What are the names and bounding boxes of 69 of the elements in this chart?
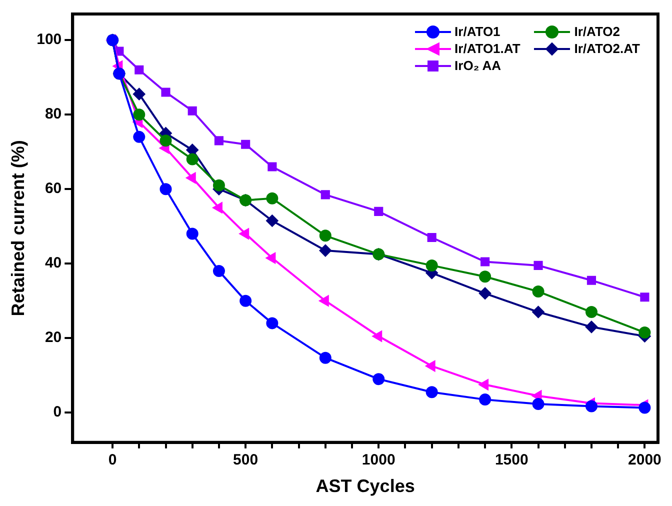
y-axis-title: Retained current (%) <box>8 140 28 316</box>
point <box>532 306 544 318</box>
legend-label: IrO₂ AA <box>454 58 501 73</box>
y-tick-label: 100 <box>36 31 62 48</box>
point <box>186 228 198 240</box>
point <box>134 65 144 74</box>
point <box>638 402 651 414</box>
point <box>374 206 384 216</box>
point <box>268 162 277 172</box>
x-tick-label: 1500 <box>494 452 528 469</box>
point <box>214 136 224 146</box>
point <box>186 172 196 184</box>
x-axis-title: AST Cycles <box>316 476 415 496</box>
point <box>212 202 222 214</box>
point <box>133 108 146 121</box>
point <box>532 286 544 298</box>
point <box>426 259 438 272</box>
point <box>585 400 598 412</box>
point <box>212 265 225 278</box>
x-tick-label: 500 <box>233 452 258 469</box>
y-tick-label: 0 <box>53 404 62 421</box>
point <box>427 232 436 242</box>
legend-label: Ir/ATO2 <box>574 24 620 39</box>
point <box>479 379 489 390</box>
point <box>640 292 650 302</box>
point <box>240 294 252 307</box>
point <box>479 287 492 300</box>
x-tick-label: 0 <box>108 452 117 469</box>
point <box>240 228 250 240</box>
y-tick-label: 60 <box>44 180 62 198</box>
legend-label: Ir/ATO1.AT <box>454 41 520 56</box>
point <box>266 252 276 264</box>
x-tick-label: 1000 <box>362 452 396 469</box>
point <box>266 317 278 330</box>
point <box>479 270 492 283</box>
point <box>266 192 278 204</box>
point <box>585 320 598 333</box>
point <box>266 214 278 227</box>
legend-label: Ir/ATO2.AT <box>574 41 640 56</box>
point <box>160 134 172 147</box>
point <box>133 130 146 143</box>
point <box>133 88 146 100</box>
y-tick-label: 40 <box>44 254 62 272</box>
point <box>319 296 329 306</box>
point <box>319 352 332 364</box>
point <box>585 306 598 318</box>
point <box>532 398 544 410</box>
legend-label: Ir/ATO1 <box>454 24 500 39</box>
point <box>534 260 543 270</box>
point <box>638 326 651 339</box>
point <box>372 330 382 342</box>
x-tick-label: 2000 <box>628 452 662 469</box>
point <box>160 183 172 196</box>
point <box>241 140 250 149</box>
point <box>586 276 596 285</box>
point <box>479 394 492 406</box>
y-tick-label: 20 <box>44 329 62 346</box>
point <box>426 360 436 372</box>
point <box>161 88 170 97</box>
point <box>372 373 385 386</box>
point <box>188 106 197 116</box>
point <box>426 386 438 398</box>
point <box>320 190 330 200</box>
point <box>186 153 198 166</box>
point <box>319 230 332 242</box>
point <box>480 257 490 266</box>
point <box>319 244 332 257</box>
point <box>212 179 225 192</box>
y-tick-label: 80 <box>44 106 62 123</box>
